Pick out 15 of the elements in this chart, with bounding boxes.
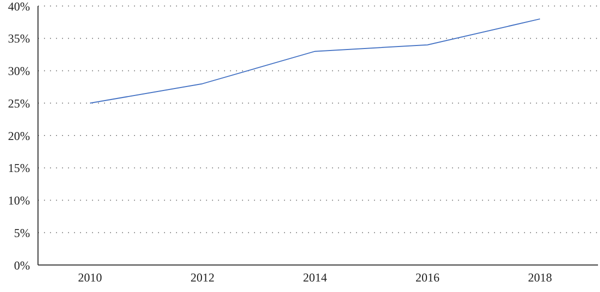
y-tick-label: 35%: [8, 32, 30, 46]
x-tick-label: 2014: [303, 270, 327, 285]
y-tick-label: 15%: [8, 161, 30, 176]
x-tick-label: 2018: [528, 270, 552, 285]
y-tick-label: 25%: [8, 96, 30, 110]
y-tick-label: 5%: [14, 226, 30, 240]
x-tick-label: 2016: [416, 270, 440, 285]
x-tick-label: 2012: [190, 270, 214, 285]
y-tick-label: 10%: [8, 194, 30, 208]
y-tick-label: 40%: [8, 0, 30, 14]
x-tick-label: 2010: [78, 270, 102, 285]
line-series: [90, 18, 540, 104]
y-tick-label: 0%: [14, 258, 30, 272]
y-tick-label: 30%: [8, 64, 30, 78]
y-tick-label: 20%: [8, 128, 30, 143]
